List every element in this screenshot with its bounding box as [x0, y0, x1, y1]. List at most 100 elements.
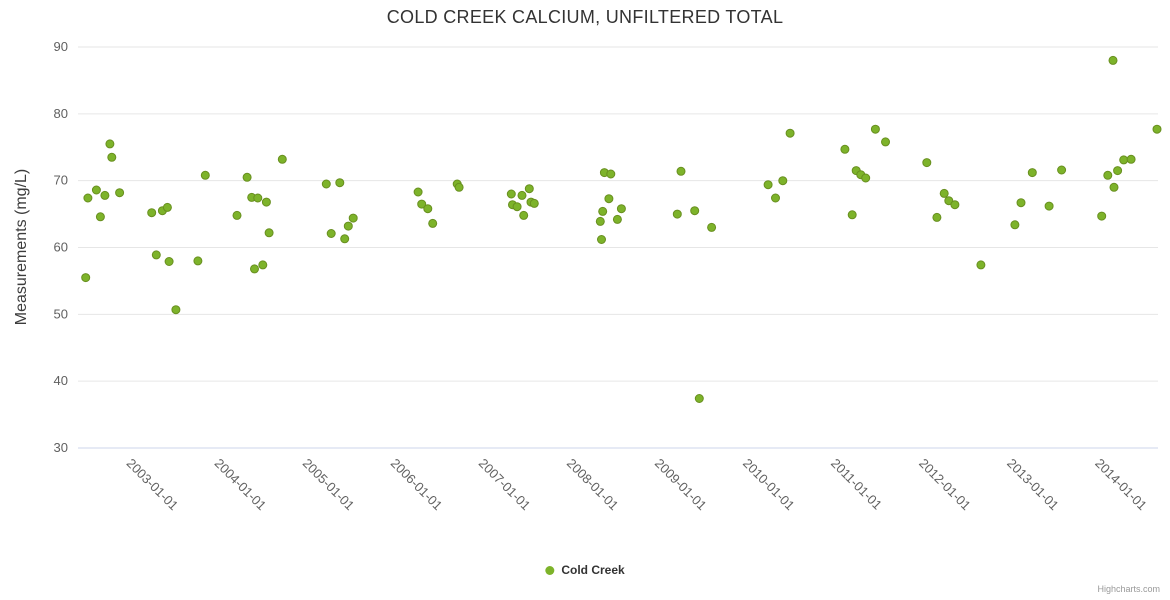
- data-point[interactable]: [261, 197, 271, 207]
- data-point[interactable]: [277, 154, 287, 164]
- data-point[interactable]: [932, 212, 942, 222]
- data-point[interactable]: [1010, 220, 1020, 230]
- data-point[interactable]: [1108, 55, 1118, 65]
- data-point[interactable]: [162, 202, 172, 212]
- y-tick-label: 50: [54, 306, 68, 321]
- y-tick-label: 80: [54, 106, 68, 121]
- data-point[interactable]: [922, 158, 932, 168]
- data-point[interactable]: [253, 193, 263, 203]
- x-tick-label: 2010-01-01: [740, 456, 798, 514]
- data-point[interactable]: [1044, 201, 1054, 211]
- data-point[interactable]: [604, 194, 614, 204]
- data-point[interactable]: [193, 256, 203, 266]
- data-point[interactable]: [250, 264, 259, 274]
- data-point[interactable]: [944, 196, 954, 206]
- legend-marker-icon: [545, 565, 555, 575]
- data-point[interactable]: [690, 206, 700, 216]
- data-point[interactable]: [348, 213, 358, 223]
- data-point[interactable]: [1097, 211, 1107, 221]
- data-point[interactable]: [200, 170, 210, 180]
- data-point[interactable]: [616, 204, 626, 214]
- data-point[interactable]: [423, 204, 433, 214]
- data-point[interactable]: [232, 210, 242, 220]
- legend-label: Cold Creek: [561, 563, 625, 577]
- x-tick-label: 2014-01-01: [1092, 456, 1150, 514]
- data-point[interactable]: [870, 124, 880, 134]
- y-axis-labels: 30 40 50 60 70 80 90: [54, 39, 68, 455]
- data-point[interactable]: [81, 273, 91, 283]
- data-point[interactable]: [1027, 168, 1037, 178]
- data-point[interactable]: [100, 190, 110, 200]
- legend-item-cold-creek[interactable]: Cold Creek: [545, 563, 625, 577]
- data-point[interactable]: [343, 221, 353, 231]
- data-point[interactable]: [778, 176, 788, 186]
- data-point[interactable]: [264, 228, 274, 238]
- data-point[interactable]: [107, 152, 117, 162]
- data-point[interactable]: [171, 305, 181, 315]
- data-point[interactable]: [164, 257, 174, 266]
- data-point[interactable]: [91, 185, 101, 195]
- chart-title: COLD CREEK CALCIUM, UNFILTERED TOTAL: [386, 7, 784, 27]
- data-points: [81, 55, 1162, 403]
- data-point[interactable]: [151, 250, 161, 260]
- x-tick-label: 2006-01-01: [388, 456, 446, 514]
- data-point[interactable]: [597, 235, 606, 244]
- data-point[interactable]: [340, 234, 350, 244]
- highcharts-credits-link[interactable]: Highcharts.com: [1097, 584, 1160, 594]
- data-point[interactable]: [105, 139, 115, 149]
- data-point[interactable]: [147, 208, 157, 218]
- data-point[interactable]: [861, 173, 871, 183]
- x-tick-label: 2005-01-01: [300, 456, 358, 514]
- data-point[interactable]: [598, 206, 608, 216]
- data-point[interactable]: [606, 169, 616, 179]
- data-point[interactable]: [506, 189, 516, 199]
- data-point[interactable]: [326, 229, 336, 238]
- data-point[interactable]: [517, 190, 527, 200]
- data-point[interactable]: [881, 137, 890, 147]
- data-point[interactable]: [595, 216, 605, 226]
- data-point[interactable]: [1057, 165, 1067, 175]
- data-point[interactable]: [524, 184, 534, 194]
- data-point[interactable]: [840, 144, 850, 154]
- data-point[interactable]: [512, 202, 522, 212]
- data-point[interactable]: [976, 260, 986, 270]
- x-tick-label: 2008-01-01: [564, 456, 622, 514]
- data-point[interactable]: [413, 187, 423, 197]
- data-point[interactable]: [417, 199, 427, 209]
- data-point[interactable]: [676, 166, 686, 176]
- x-tick-label: 2011-01-01: [828, 456, 885, 513]
- x-tick-label: 2007-01-01: [476, 456, 534, 514]
- data-point[interactable]: [1109, 182, 1119, 192]
- data-point[interactable]: [95, 212, 105, 222]
- data-point[interactable]: [115, 188, 125, 198]
- data-point[interactable]: [1113, 166, 1123, 176]
- data-point[interactable]: [321, 179, 331, 189]
- data-point[interactable]: [707, 222, 717, 232]
- data-point[interactable]: [1152, 124, 1162, 134]
- data-point[interactable]: [785, 128, 795, 138]
- data-point[interactable]: [672, 209, 682, 219]
- data-point[interactable]: [939, 188, 949, 198]
- data-point[interactable]: [83, 193, 93, 203]
- data-point[interactable]: [771, 193, 780, 203]
- data-point[interactable]: [847, 210, 857, 220]
- data-point[interactable]: [1016, 198, 1026, 208]
- gridlines: [78, 46, 1158, 449]
- data-point[interactable]: [763, 180, 773, 190]
- data-point[interactable]: [428, 218, 438, 228]
- data-point[interactable]: [335, 178, 345, 188]
- x-axis-labels: 2003-01-01 2004-01-01 2005-01-01 2006-01-01…: [124, 456, 1150, 514]
- data-point[interactable]: [519, 210, 529, 220]
- data-point[interactable]: [258, 260, 268, 270]
- data-point[interactable]: [1126, 154, 1136, 164]
- data-point[interactable]: [242, 172, 252, 182]
- data-point[interactable]: [950, 200, 960, 210]
- data-point[interactable]: [529, 198, 539, 208]
- x-tick-label: 2009-01-01: [652, 456, 710, 514]
- data-point[interactable]: [1119, 155, 1129, 165]
- data-point[interactable]: [612, 214, 622, 224]
- data-point[interactable]: [1103, 170, 1113, 180]
- data-point[interactable]: [694, 394, 704, 403]
- data-point[interactable]: [454, 182, 464, 192]
